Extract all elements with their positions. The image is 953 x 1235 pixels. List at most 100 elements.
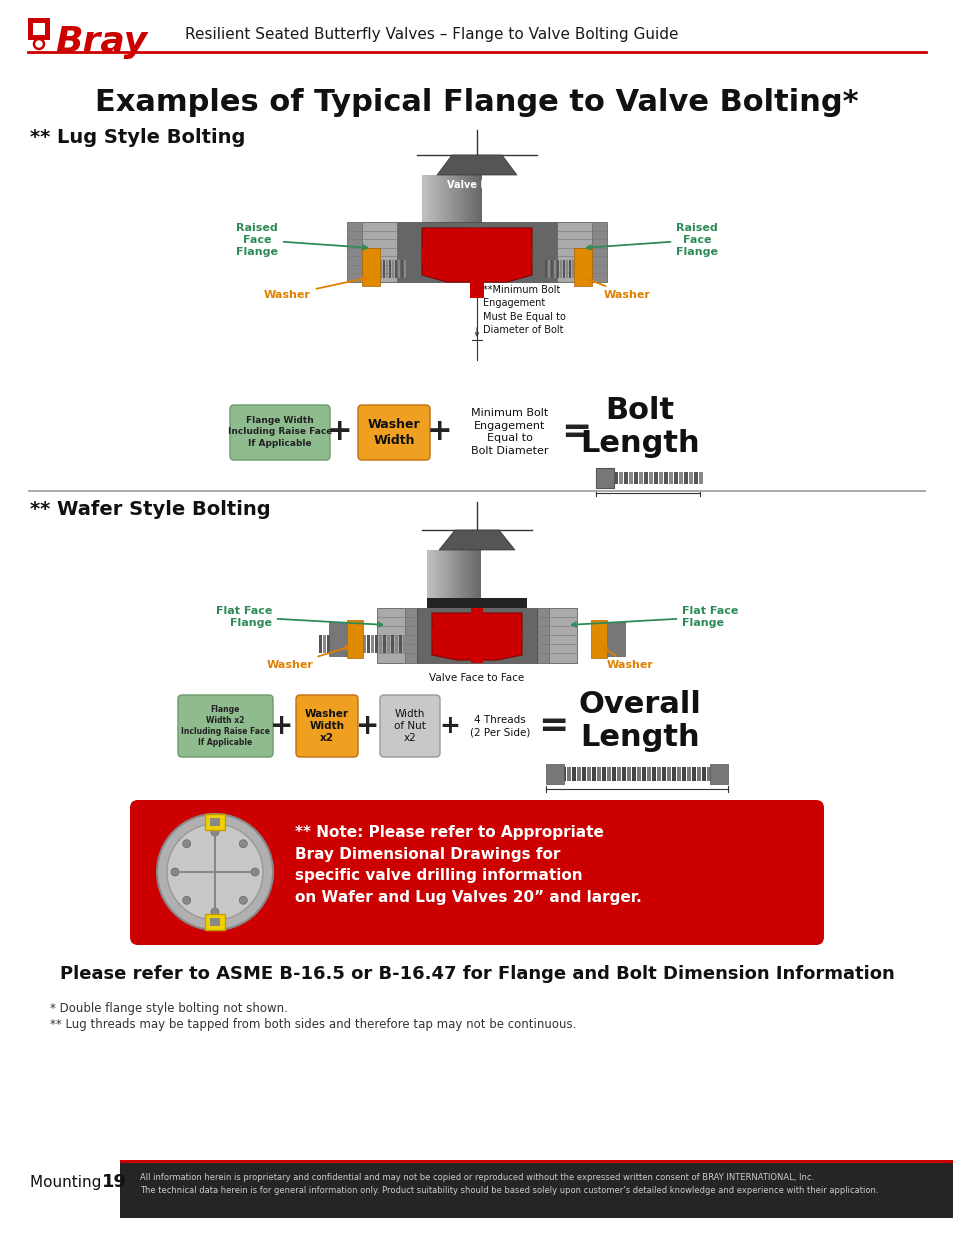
Bar	[351, 635, 354, 653]
Bar	[470, 228, 483, 298]
Bar	[442, 175, 446, 230]
Text: 4 Threads
(2 Per Side): 4 Threads (2 Per Side)	[469, 715, 530, 737]
Bar	[668, 472, 672, 484]
Text: Raised
Face
Flange: Raised Face Flange	[586, 224, 718, 257]
Bar	[433, 550, 436, 600]
Bar	[537, 608, 577, 663]
Bar	[572, 261, 574, 278]
FancyBboxPatch shape	[230, 405, 330, 459]
Bar	[641, 767, 645, 781]
Bar	[416, 608, 537, 663]
Bar	[477, 550, 480, 600]
Bar	[469, 550, 472, 600]
Bar	[683, 472, 687, 484]
Bar	[623, 472, 627, 484]
Bar	[347, 620, 363, 658]
Bar	[402, 635, 406, 653]
Bar	[478, 175, 481, 230]
Bar	[335, 635, 337, 653]
Circle shape	[183, 840, 191, 847]
Bar	[557, 222, 606, 282]
Bar	[557, 261, 558, 278]
Bar	[120, 1160, 953, 1163]
Bar	[427, 550, 430, 600]
Bar	[637, 767, 640, 781]
Bar	[424, 175, 428, 230]
Text: Flange
Width x2
Including Raise Face
If Applicable: Flange Width x2 Including Raise Face If …	[180, 705, 269, 747]
Bar	[376, 608, 416, 663]
Circle shape	[183, 897, 191, 904]
Text: Washer: Washer	[602, 647, 653, 671]
Bar	[205, 814, 225, 830]
Text: Mounting :: Mounting :	[30, 1174, 116, 1189]
Bar	[28, 490, 925, 492]
Bar	[456, 550, 459, 600]
Bar	[559, 261, 562, 278]
Text: ** Lug Style Bolting: ** Lug Style Bolting	[30, 128, 245, 147]
Bar	[679, 472, 682, 484]
Bar	[691, 767, 696, 781]
Bar	[398, 635, 401, 653]
Bar	[0, 0, 953, 75]
Text: Please refer to ASME B-16.5 or B-16.47 for Flange and Bolt Dimension Information: Please refer to ASME B-16.5 or B-16.47 f…	[59, 965, 894, 983]
Polygon shape	[432, 613, 521, 659]
Bar	[395, 261, 397, 278]
Bar	[467, 175, 470, 230]
Text: The technical data herein is for general information only. Product suitability s: The technical data herein is for general…	[140, 1186, 878, 1195]
Bar	[436, 175, 439, 230]
Bar	[699, 472, 702, 484]
Bar	[361, 248, 379, 287]
Bar	[688, 472, 692, 484]
Bar	[561, 767, 565, 781]
FancyBboxPatch shape	[130, 800, 823, 945]
Bar	[677, 767, 680, 781]
Bar	[586, 767, 590, 781]
Text: +: +	[270, 713, 294, 740]
Text: Width
of Nut
x2: Width of Nut x2	[394, 709, 425, 743]
Bar	[697, 767, 700, 781]
Bar	[566, 767, 571, 781]
Text: ** Note: Please refer to Appropriate
Bray Dimensional Drawings for
specific valv: ** Note: Please refer to Appropriate Bra…	[294, 825, 641, 905]
Bar	[709, 764, 727, 784]
Bar	[596, 468, 614, 488]
Bar	[462, 550, 465, 600]
Bar	[601, 767, 605, 781]
Bar	[547, 261, 550, 278]
Bar	[634, 472, 638, 484]
Bar	[318, 635, 322, 653]
Bar	[347, 635, 350, 653]
Text: 19: 19	[102, 1173, 127, 1191]
Bar	[376, 608, 405, 663]
Bar	[621, 767, 625, 781]
Bar	[439, 175, 442, 230]
Bar	[654, 472, 658, 484]
Text: +: +	[355, 713, 379, 740]
Bar	[431, 175, 434, 230]
Bar	[378, 635, 381, 653]
Bar	[395, 635, 397, 653]
Bar	[387, 635, 390, 653]
Bar	[701, 767, 705, 781]
Bar	[604, 622, 624, 656]
Bar	[454, 550, 456, 600]
Bar	[568, 261, 571, 278]
Bar	[347, 222, 396, 282]
Bar	[631, 767, 636, 781]
Bar	[28, 19, 50, 40]
Bar	[572, 767, 576, 781]
Text: **Minimum Bolt
Engagement
Must Be Equal to
Diameter of Bolt: **Minimum Bolt Engagement Must Be Equal …	[482, 285, 565, 335]
Bar	[382, 635, 386, 653]
Bar	[681, 767, 685, 781]
Bar	[472, 550, 475, 600]
Bar	[375, 635, 377, 653]
Text: All information herein is proprietary and confidential and may not be copied or : All information herein is proprietary an…	[140, 1173, 813, 1182]
Text: Flat Face
Flange: Flat Face Flange	[571, 606, 738, 627]
Circle shape	[167, 824, 263, 920]
Bar	[403, 261, 406, 278]
Bar	[361, 222, 396, 282]
Bar	[562, 261, 565, 278]
Bar	[476, 175, 478, 230]
Bar	[33, 23, 45, 35]
Text: Valve Face to Face: Valve Face to Face	[429, 673, 524, 683]
Bar	[577, 767, 580, 781]
